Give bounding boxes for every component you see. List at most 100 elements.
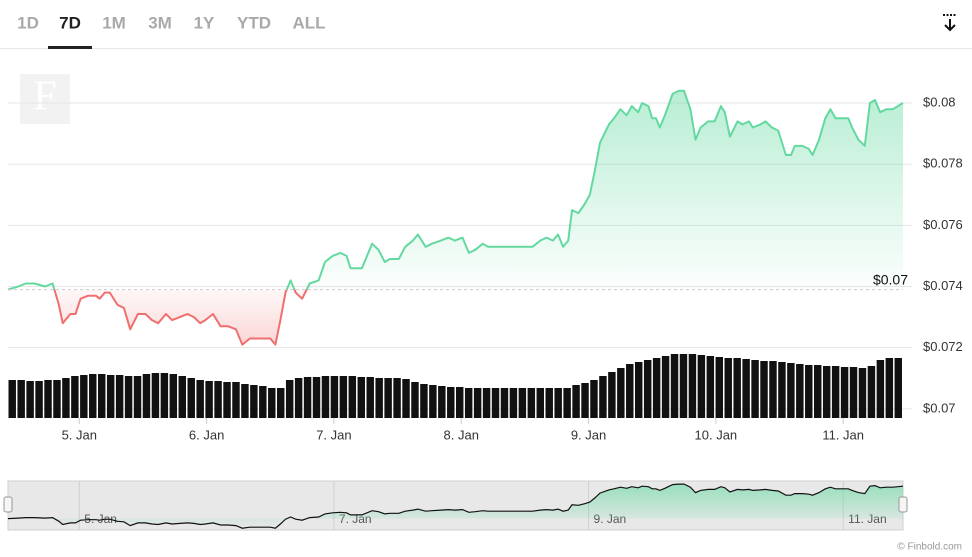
volume-bar xyxy=(285,380,294,418)
volume-bar xyxy=(339,376,348,418)
volume-bar xyxy=(17,380,25,418)
volume-bar xyxy=(438,386,446,418)
volume-bar xyxy=(268,388,276,418)
volume-bar xyxy=(196,380,204,418)
volume-bar xyxy=(885,358,894,418)
volume-bar xyxy=(831,366,840,418)
y-tick-label: $0.076 xyxy=(923,217,963,232)
volume-bar xyxy=(429,385,437,418)
volume-bar xyxy=(688,354,697,418)
volume-bar xyxy=(867,366,876,418)
volume-bar xyxy=(89,374,97,418)
volume-bar xyxy=(250,385,258,418)
price-line xyxy=(7,89,904,346)
volume-bar xyxy=(536,388,544,418)
volume-bar xyxy=(742,359,750,418)
volume-bar xyxy=(106,375,115,418)
volume-bar xyxy=(527,388,536,418)
volume-bar xyxy=(375,378,383,418)
volume-bar xyxy=(545,388,553,418)
navigator-area xyxy=(8,484,903,529)
volume-bar xyxy=(482,388,491,418)
volume-bar xyxy=(581,383,589,418)
volume-bar xyxy=(80,375,88,418)
volume-bar xyxy=(796,364,804,418)
volume-bar xyxy=(187,378,195,418)
volume-bar xyxy=(563,388,571,418)
volume-bar xyxy=(232,382,240,418)
price-area xyxy=(8,90,903,345)
y-tick-label: $0.072 xyxy=(923,339,963,354)
volume-bar xyxy=(679,354,688,418)
x-tick-label: 5. Jan xyxy=(62,427,97,442)
logo-box xyxy=(20,74,70,124)
volume-bar xyxy=(554,388,562,418)
volume-bar xyxy=(626,364,634,418)
volume-bar xyxy=(858,368,867,418)
volume-bar xyxy=(769,361,777,418)
x-tick-label: 7. Jan xyxy=(316,427,351,442)
volume-bar xyxy=(321,376,330,418)
volume-bar xyxy=(169,374,178,418)
range-tab[interactable]: ALL xyxy=(292,13,325,32)
volume-bar xyxy=(35,381,43,418)
volume-bar xyxy=(384,378,392,418)
x-tick-label: 8. Jan xyxy=(444,427,479,442)
volume-bar xyxy=(303,377,312,418)
credit: © Finbold.com xyxy=(897,542,962,553)
y-tick-label: $0.07 xyxy=(923,400,956,415)
volume-bar xyxy=(661,356,670,418)
volume-bar xyxy=(464,388,473,418)
volume-bar xyxy=(715,357,723,418)
volume-bar xyxy=(590,380,598,418)
volume-bar xyxy=(751,360,759,418)
download-icon[interactable] xyxy=(943,14,957,32)
volume-bar xyxy=(697,355,706,418)
volume-bar xyxy=(8,380,16,418)
volume-bar xyxy=(652,358,661,418)
volume-bar xyxy=(814,365,822,418)
volume-bar xyxy=(142,374,151,418)
volume-bar xyxy=(312,377,321,418)
volume-bar xyxy=(411,382,419,418)
volume-bar xyxy=(456,387,464,418)
volume-bar xyxy=(53,380,61,418)
range-tab[interactable]: 1M xyxy=(102,13,126,32)
volume-bar xyxy=(733,358,741,418)
logo: F xyxy=(33,74,56,120)
volume-bar xyxy=(670,354,679,418)
volume-bar xyxy=(822,366,831,418)
volume-bar xyxy=(572,385,580,418)
volume-bar xyxy=(26,381,34,418)
volume-bar xyxy=(241,384,249,418)
volume-bar xyxy=(402,379,410,418)
active-tab-underline xyxy=(48,46,92,49)
volume-bar xyxy=(473,388,482,418)
navigator-line xyxy=(7,483,904,529)
range-tab[interactable]: 1Y xyxy=(194,13,215,32)
volume-bar xyxy=(98,374,106,418)
volume-bar xyxy=(115,375,124,418)
volume-bar xyxy=(491,388,500,418)
range-tab[interactable]: 7D xyxy=(59,13,81,32)
volume-bar xyxy=(259,386,267,418)
volume-bar xyxy=(643,360,652,418)
range-tab[interactable]: 3M xyxy=(148,13,172,32)
volume-bar xyxy=(760,361,768,418)
navigator-handle[interactable] xyxy=(3,496,13,513)
volume-bar xyxy=(330,376,339,418)
range-tab[interactable]: 1D xyxy=(17,13,39,32)
navigator-handle[interactable] xyxy=(898,496,908,513)
volume-bar xyxy=(518,388,527,418)
y-tick-label: $0.08 xyxy=(923,94,956,109)
volume-bar xyxy=(447,387,455,418)
volume-bar xyxy=(151,373,160,418)
volume-bar xyxy=(849,367,858,418)
volume-bar xyxy=(500,388,509,418)
volume-bar xyxy=(420,384,428,418)
range-tab[interactable]: YTD xyxy=(237,13,271,32)
x-tick-label: 10. Jan xyxy=(695,427,738,442)
volume-bar xyxy=(805,365,813,418)
x-tick-label: 9. Jan xyxy=(571,427,606,442)
